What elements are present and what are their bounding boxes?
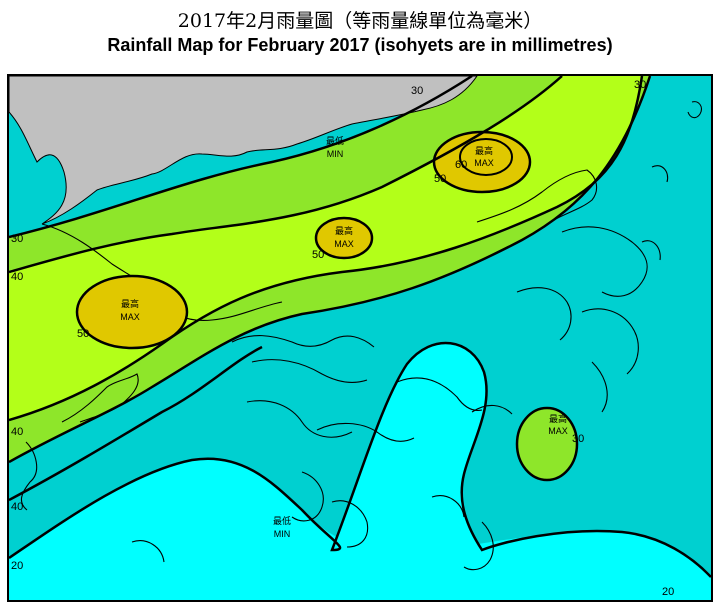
max-west-zh: 最高 [121, 298, 139, 309]
map-title-english: Rainfall Map for February 2017 (isohyets… [107, 35, 613, 55]
label-20-west: 20 [11, 560, 23, 572]
label-30-east: 30 [572, 433, 584, 445]
max-east-zh: 最高 [549, 413, 567, 424]
mainland-land [9, 76, 478, 225]
label-50-central: 50 [312, 249, 324, 261]
band-20-30-bulge [332, 342, 487, 556]
min-north-en: MIN [327, 149, 344, 159]
max-central-en: MAX [334, 239, 354, 249]
band-20-30 [9, 458, 711, 600]
isohyet-lines [9, 76, 711, 578]
label-40-southwest: 40 [11, 426, 23, 438]
label-50-northeast: 50 [434, 173, 446, 185]
max-west-en: MAX [120, 312, 140, 322]
label-30-north: 30 [411, 85, 423, 97]
label-30-southwest: 40 [11, 501, 23, 513]
label-30-west: 30 [11, 233, 23, 245]
label-30-northeast: 30 [634, 79, 646, 91]
min-south-en: MIN [274, 529, 291, 539]
extreme-markers: 最高 MAX 最高 MAX 最高 MAX 最高 MAX 最低 MIN 最低 MI… [120, 135, 568, 539]
label-60: 60 [455, 159, 467, 171]
rainfall-map: 30 30 30 30 40 40 40 50 50 50 60 20 20 最… [7, 74, 713, 602]
max-east-en: MAX [548, 426, 568, 436]
label-40-west: 40 [11, 271, 23, 283]
max-northeast-en: MAX [474, 158, 494, 168]
map-title-chinese: 2017年2月雨量圖（等雨量線單位為毫米） [177, 10, 543, 32]
max-zone-east-island [515, 406, 579, 482]
max-zone-northeast-inner [459, 138, 513, 176]
max-zone-west [75, 274, 189, 350]
label-50-west: 50 [77, 328, 89, 340]
isohyet-labels: 30 30 30 30 40 40 40 50 50 50 60 20 20 [11, 79, 674, 598]
min-north-zh: 最低 [326, 135, 344, 146]
min-south-zh: 最低 [273, 515, 291, 526]
label-20-east: 20 [662, 586, 674, 598]
max-zone-central [314, 216, 374, 260]
max-northeast-zh: 最高 [475, 145, 493, 156]
map-canvas: 30 30 30 30 40 40 40 50 50 50 60 20 20 最… [9, 76, 711, 600]
max-central-zh: 最高 [335, 225, 353, 236]
